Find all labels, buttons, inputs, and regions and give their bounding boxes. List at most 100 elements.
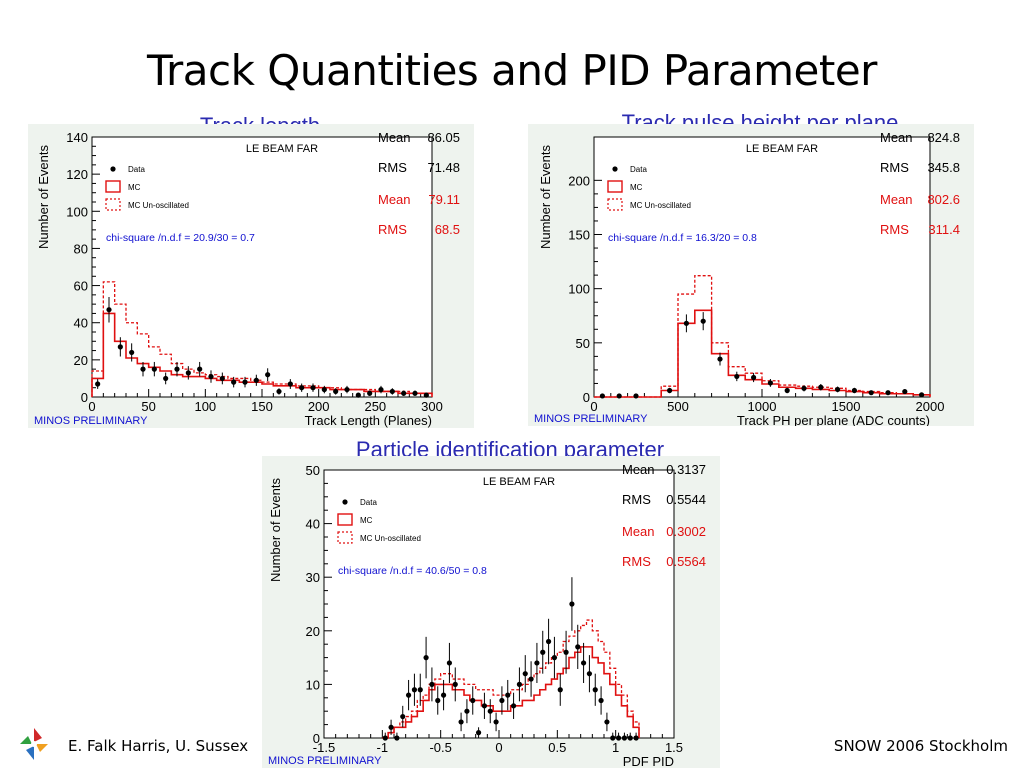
data-point bbox=[487, 699, 493, 724]
data-marker bbox=[299, 385, 305, 391]
y-tick-label: 100 bbox=[66, 204, 88, 219]
data-marker bbox=[197, 366, 203, 372]
mc-series bbox=[91, 312, 433, 397]
data-point bbox=[231, 376, 237, 388]
data-marker bbox=[423, 392, 429, 398]
y-axis-label: Number of Events bbox=[268, 478, 283, 583]
data-point bbox=[868, 390, 874, 396]
y-tick-label: 50 bbox=[306, 463, 320, 478]
data-marker bbox=[140, 366, 146, 372]
data-point bbox=[117, 337, 123, 357]
data-point bbox=[140, 361, 146, 377]
data-marker bbox=[919, 392, 925, 398]
data-point bbox=[767, 379, 773, 387]
legend-unosc-swatch bbox=[607, 198, 623, 211]
data-marker bbox=[598, 697, 604, 704]
data-marker bbox=[540, 649, 546, 655]
data-marker bbox=[683, 320, 689, 326]
stat-label: RMS bbox=[880, 160, 909, 175]
data-point bbox=[435, 686, 441, 715]
data-marker bbox=[276, 388, 282, 395]
data-marker bbox=[446, 660, 453, 666]
data-marker bbox=[621, 735, 628, 741]
data-marker bbox=[885, 390, 891, 396]
y-tick-label: 80 bbox=[74, 241, 88, 256]
slide-title: Track Quantities and PID Parameter bbox=[147, 46, 877, 95]
mc-series bbox=[594, 309, 931, 398]
stat-value: 68.5 bbox=[435, 222, 460, 237]
data-marker bbox=[818, 384, 824, 390]
data-point bbox=[599, 393, 605, 399]
data-marker bbox=[734, 373, 740, 380]
data-point bbox=[616, 393, 622, 399]
data-point bbox=[540, 630, 546, 674]
plot-title: LE BEAM FAR bbox=[246, 143, 318, 155]
data-marker bbox=[95, 381, 101, 387]
y-tick-label: 0 bbox=[313, 731, 320, 746]
data-marker bbox=[510, 703, 517, 709]
data-marker bbox=[545, 638, 552, 645]
data-point bbox=[557, 673, 563, 706]
data-point bbox=[604, 712, 610, 732]
data-point bbox=[481, 692, 488, 719]
data-point bbox=[163, 372, 169, 385]
stat-value: 0.5564 bbox=[666, 554, 706, 569]
data-marker bbox=[667, 387, 673, 394]
stat-value: 311.4 bbox=[928, 222, 960, 237]
data-point bbox=[902, 388, 908, 395]
x-tick-label: 0.5 bbox=[548, 740, 566, 755]
legend-unosc-swatch bbox=[105, 198, 121, 211]
data-marker bbox=[367, 390, 373, 396]
data-point bbox=[276, 388, 282, 395]
pulse-height-histogram: 0 500 1000 1500 2000 0 50 100 150 200 Track PH per… bbox=[528, 124, 974, 426]
legend-mc-label: MC bbox=[128, 183, 141, 192]
y-tick-label: 100 bbox=[568, 282, 590, 297]
data-marker bbox=[717, 356, 723, 362]
data-marker bbox=[174, 366, 180, 372]
data-marker bbox=[516, 681, 523, 687]
data-point bbox=[835, 386, 841, 393]
stat-label: Mean bbox=[622, 524, 655, 539]
data-point bbox=[185, 366, 191, 380]
minos-preliminary-label: MINOS PRELIMINARY bbox=[534, 413, 648, 425]
stat-label: RMS bbox=[622, 492, 651, 507]
data-point bbox=[378, 385, 384, 394]
y-tick-label: 40 bbox=[306, 517, 320, 532]
data-point bbox=[458, 712, 464, 732]
x-tick-label: 2000 bbox=[916, 399, 945, 414]
data-point bbox=[610, 732, 616, 741]
data-point bbox=[919, 392, 925, 398]
y-tick-label: 50 bbox=[576, 336, 590, 351]
x-axis-label: Track PH per plane (ADC counts) bbox=[737, 413, 930, 426]
x-tick-label: 0 bbox=[590, 399, 597, 414]
data-marker bbox=[412, 390, 418, 396]
stat-label: Mean bbox=[880, 192, 913, 207]
stat-value: 79.11 bbox=[428, 192, 460, 207]
data-marker bbox=[208, 373, 214, 380]
data-point bbox=[592, 673, 598, 706]
data-marker bbox=[423, 655, 429, 661]
data-point bbox=[95, 379, 101, 389]
y-tick-label: 0 bbox=[583, 390, 590, 405]
x-tick-label: 1.5 bbox=[665, 740, 683, 755]
data-marker bbox=[528, 676, 534, 682]
stat-value: 86.05 bbox=[427, 130, 460, 145]
data-point bbox=[534, 642, 540, 684]
data-point bbox=[310, 383, 316, 392]
minos-preliminary-label: MINOS PRELIMINARY bbox=[34, 415, 148, 427]
data-point bbox=[470, 686, 476, 715]
data-point bbox=[784, 387, 790, 394]
footer-author: E. Falk Harris, U. Sussex bbox=[68, 737, 249, 755]
data-marker bbox=[493, 719, 499, 725]
legend-unosc-label: MC Un-oscillated bbox=[630, 201, 691, 210]
data-marker bbox=[219, 375, 225, 382]
data-marker bbox=[751, 374, 757, 381]
y-tick-label: 150 bbox=[568, 228, 590, 243]
data-marker bbox=[604, 719, 610, 725]
data-marker bbox=[475, 730, 482, 736]
data-marker bbox=[355, 392, 361, 398]
data-marker bbox=[389, 388, 395, 395]
stat-label: RMS bbox=[378, 222, 407, 237]
data-point bbox=[367, 390, 373, 396]
track-length-histogram: 0 50 100 150 200 250 300 0 20 40 60 80 100 120 140 Trac… bbox=[28, 124, 474, 428]
